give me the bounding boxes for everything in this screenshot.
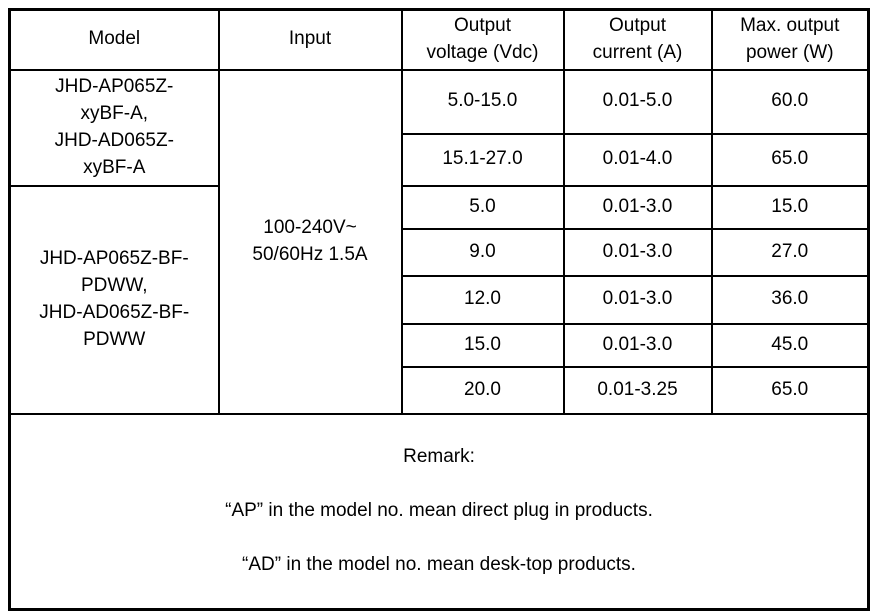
voltage-cell: 20.0: [400, 365, 565, 415]
power-cell: 65.0: [710, 365, 870, 415]
current-cell: 0.01-3.25: [562, 365, 713, 415]
voltage-cell: 12.0: [400, 274, 565, 325]
current-cell: 0.01-3.0: [562, 184, 713, 230]
table-row: 20.0 0.01-3.25 65.0: [10, 365, 870, 415]
remark-row: Remark: “AP” in the model no. mean direc…: [8, 412, 870, 611]
datasheet-page: Model Input Output voltage (Vdc) Output …: [8, 8, 870, 611]
col-header-input: Input: [217, 8, 403, 71]
remark-cell: Remark: “AP” in the model no. mean direc…: [8, 412, 870, 611]
remark-line-ad: “AD” in the model no. mean desk-top prod…: [242, 553, 636, 575]
table-row: 12.0 0.01-3.0 36.0: [10, 274, 870, 325]
power-cell: 15.0: [710, 184, 870, 230]
table-row: 15.0 0.01-3.0 45.0: [10, 322, 870, 368]
table-row: JHD-AP065Z- xyBF-A, JHD-AD065Z- xyBF-A 1…: [8, 68, 870, 415]
power-cell: 60.0: [710, 68, 870, 135]
col-header-output-voltage: Output voltage (Vdc): [400, 8, 565, 71]
header-row: Model Input Output voltage (Vdc) Output …: [8, 8, 870, 71]
col-header-max-output-power: Max. output power (W): [710, 8, 870, 71]
input-cell: 100-240V~ 50/60Hz 1.5A: [217, 68, 403, 415]
voltage-cell: 5.0-15.0: [400, 68, 565, 135]
remark-title: Remark:: [403, 445, 475, 467]
power-cell: 36.0: [710, 274, 870, 325]
model-group-pdww: JHD-AP065Z-BF- PDWW, JHD-AD065Z-BF- PDWW: [8, 184, 220, 415]
power-spec-table: Model Input Output voltage (Vdc) Output …: [8, 8, 870, 611]
table-row: 15.1-27.0 0.01-4.0 65.0: [10, 132, 870, 187]
current-cell: 0.01-4.0: [562, 132, 713, 187]
col-header-output-current: Output current (A): [562, 8, 713, 71]
table-row: 9.0 0.01-3.0 27.0: [10, 227, 870, 277]
voltage-cell: 15.0: [400, 322, 565, 368]
table-row: JHD-AP065Z-BF- PDWW, JHD-AD065Z-BF- PDWW…: [8, 184, 870, 415]
voltage-cell: 9.0: [400, 227, 565, 277]
current-cell: 0.01-3.0: [562, 227, 713, 277]
power-cell: 45.0: [710, 322, 870, 368]
power-cell: 65.0: [710, 132, 870, 187]
power-cell: 27.0: [710, 227, 870, 277]
current-cell: 0.01-5.0: [562, 68, 713, 135]
current-cell: 0.01-3.0: [562, 322, 713, 368]
col-header-model: Model: [8, 8, 220, 71]
voltage-cell: 15.1-27.0: [400, 132, 565, 187]
model-group-xybf: JHD-AP065Z- xyBF-A, JHD-AD065Z- xyBF-A: [8, 68, 220, 187]
current-cell: 0.01-3.0: [562, 274, 713, 325]
remark-line-ap: “AP” in the model no. mean direct plug i…: [225, 499, 653, 521]
voltage-cell: 5.0: [400, 184, 565, 230]
